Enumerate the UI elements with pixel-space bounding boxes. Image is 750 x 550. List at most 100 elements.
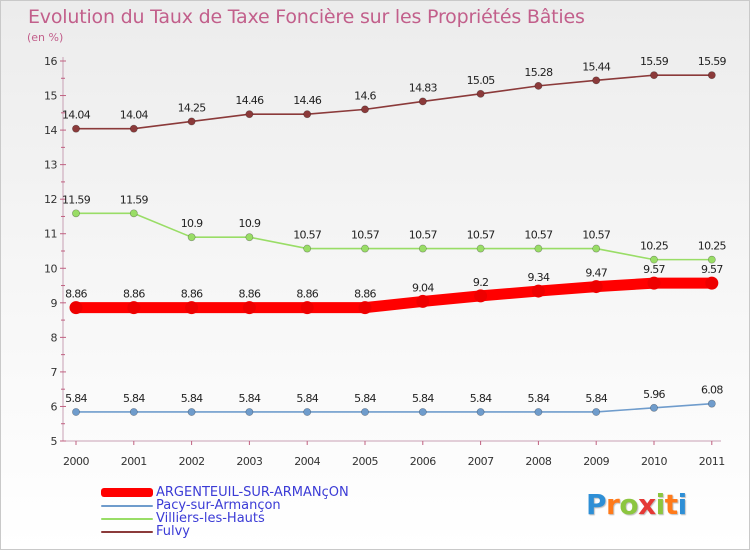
- logo-letter: r: [606, 488, 620, 521]
- data-label: 5.84: [65, 392, 87, 405]
- series-line-3: [75, 74, 713, 130]
- data-point: [72, 124, 80, 133]
- legend-item: Villiers-les-Hauts: [101, 512, 349, 525]
- data-label: 5.84: [585, 392, 607, 405]
- data-point: [187, 408, 196, 416]
- data-point: [245, 408, 254, 416]
- data-label: 5.84: [412, 392, 434, 405]
- y-tick-label: 13: [44, 159, 57, 172]
- data-point: [303, 408, 312, 416]
- data-point: [418, 408, 427, 416]
- data-point: [72, 209, 80, 218]
- data-label: 11.59: [120, 193, 149, 206]
- legend-item: ARGENTEUIL-SUR-ARMANçON: [101, 486, 349, 499]
- x-tick-label: 2005: [352, 455, 378, 468]
- data-point: [592, 408, 601, 416]
- data-label: 8.86: [296, 288, 318, 301]
- data-point: [361, 244, 369, 253]
- data-point: [72, 408, 80, 416]
- data-label: 14.04: [120, 109, 149, 122]
- data-point: [127, 301, 141, 315]
- data-point: [474, 289, 488, 303]
- data-label: 6.08: [701, 384, 723, 397]
- legend-label: Villiers-les-Hauts: [156, 511, 265, 526]
- proxiti-logo: Proxiti: [586, 488, 687, 521]
- data-label: 15.28: [524, 66, 553, 79]
- data-point: [129, 408, 138, 416]
- legend-swatch: [101, 530, 153, 533]
- data-point: [650, 71, 658, 80]
- data-label: 5.84: [123, 392, 145, 405]
- legend-swatch: [101, 504, 153, 507]
- data-point: [534, 81, 543, 90]
- data-label: 11.59: [62, 193, 91, 206]
- x-tick-label: 2006: [410, 455, 436, 468]
- data-label: 5.84: [470, 392, 492, 405]
- x-tick-label: 2000: [63, 455, 89, 468]
- data-point: [416, 294, 430, 308]
- data-label: 5.84: [239, 392, 261, 405]
- y-tick-label: 15: [44, 90, 57, 103]
- data-label: 8.86: [354, 288, 376, 301]
- y-tick-label: 14: [44, 124, 57, 137]
- data-point: [69, 301, 83, 315]
- data-label: 5.84: [528, 392, 550, 405]
- logo-letter: i: [677, 488, 688, 521]
- data-point: [534, 244, 543, 253]
- data-label: 9.34: [528, 271, 550, 284]
- data-point: [245, 233, 254, 242]
- legend-swatch: [101, 488, 153, 497]
- logo-letter: x: [638, 488, 656, 521]
- legend-label: Pacy-sur-Armançon: [156, 498, 281, 513]
- data-label: 5.96: [643, 388, 665, 401]
- data-label: 14.04: [62, 109, 91, 122]
- y-tick-label: 6: [51, 400, 58, 413]
- data-point: [705, 276, 719, 290]
- data-label: 15.05: [467, 74, 496, 87]
- data-label: 8.86: [65, 288, 87, 301]
- y-unit-label: (en %): [27, 31, 64, 44]
- data-label: 8.86: [181, 288, 203, 301]
- series-line-0: [70, 277, 718, 314]
- data-point: [534, 408, 543, 416]
- legend-label: Fulvy: [156, 524, 191, 539]
- data-point: [242, 301, 256, 315]
- data-point: [185, 301, 199, 315]
- data-point: [303, 244, 312, 253]
- y-tick-label: 11: [44, 228, 57, 241]
- data-label: 15.59: [640, 55, 669, 68]
- data-label: 5.84: [181, 392, 203, 405]
- legend-swatch: [101, 517, 153, 520]
- data-label: 9.57: [701, 263, 723, 276]
- data-point: [418, 97, 427, 106]
- x-tick-label: 2001: [121, 455, 147, 468]
- data-point: [650, 403, 658, 412]
- data-label: 14.83: [409, 81, 438, 94]
- data-point: [707, 255, 716, 264]
- data-label: 15.59: [698, 55, 727, 68]
- x-tick-label: 2008: [525, 455, 551, 468]
- data-point: [707, 71, 716, 80]
- legend-item: Fulvy: [101, 525, 349, 538]
- data-point: [476, 244, 485, 253]
- data-point: [361, 105, 369, 114]
- y-tick-label: 16: [44, 55, 57, 68]
- x-tick-label: 2009: [583, 455, 609, 468]
- data-point: [531, 284, 545, 298]
- legend-label: ARGENTEUIL-SUR-ARMANçON: [156, 485, 349, 500]
- data-label: 9.47: [585, 267, 607, 280]
- data-label: 10.9: [181, 217, 203, 230]
- y-tick-label: 7: [51, 366, 58, 379]
- data-point: [129, 124, 138, 133]
- data-point: [187, 117, 196, 126]
- x-tick-label: 2004: [294, 455, 320, 468]
- data-label: 9.57: [643, 263, 665, 276]
- data-label: 9.2: [473, 276, 488, 289]
- data-point: [303, 110, 312, 119]
- legend-item: Pacy-sur-Armançon: [101, 499, 349, 512]
- data-point: [592, 244, 601, 253]
- data-label: 14.6: [354, 89, 376, 102]
- x-tick-label: 2010: [641, 455, 667, 468]
